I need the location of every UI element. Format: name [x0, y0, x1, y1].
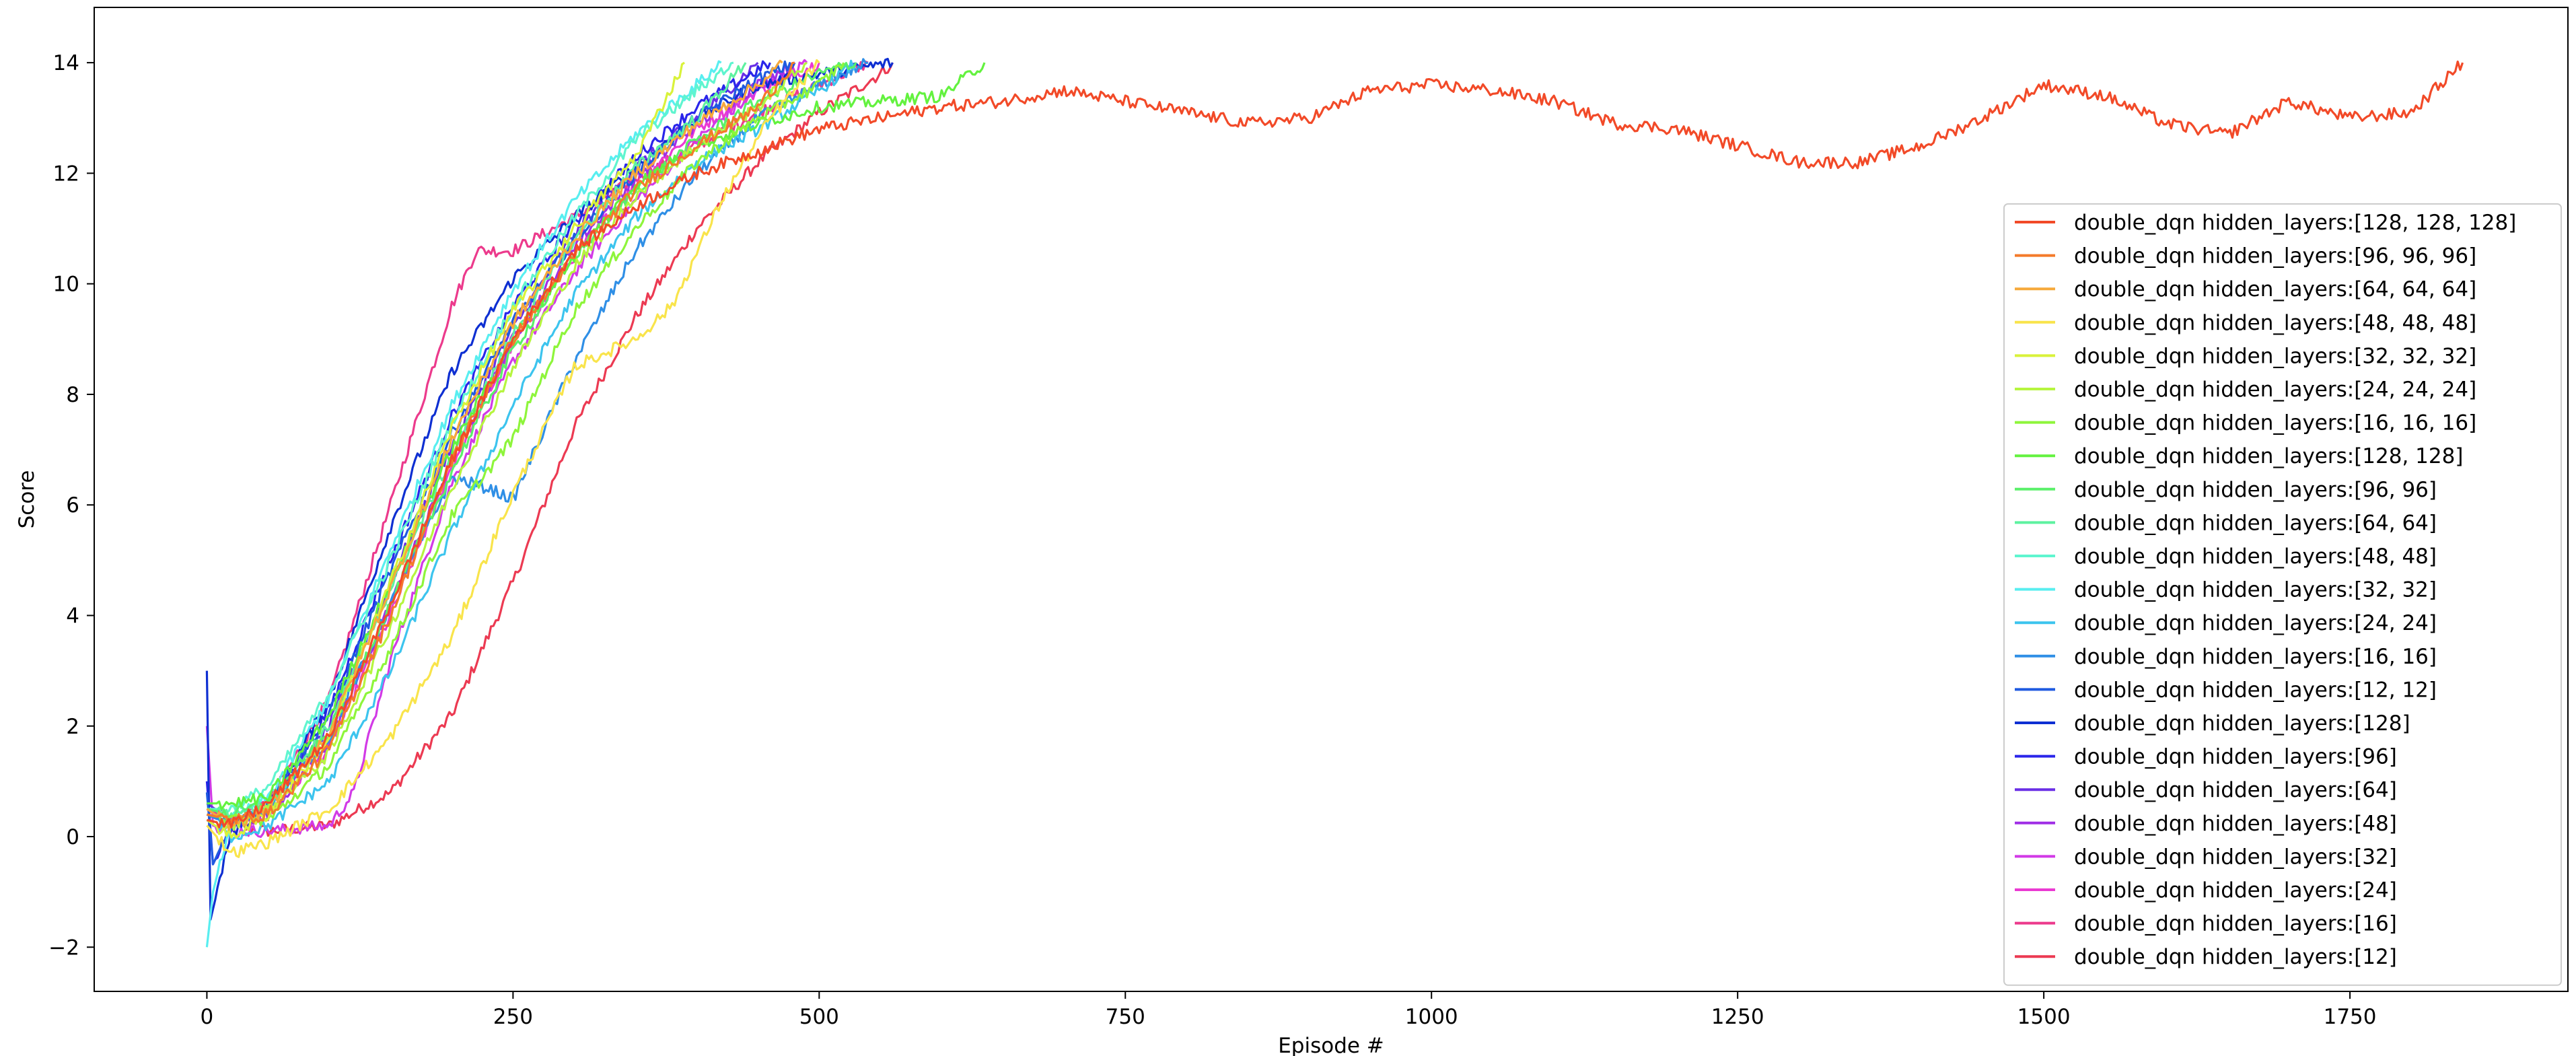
legend-label: double_dqn hidden_layers:[32, 32, 32] — [2074, 344, 2476, 368]
legend-label: double_dqn hidden_layers:[96] — [2074, 745, 2397, 769]
legend-label: double_dqn hidden_layers:[16] — [2074, 912, 2397, 936]
series-line-11 — [205, 60, 722, 948]
y-tick-label: −2 — [48, 936, 79, 960]
legend-label: double_dqn hidden_layers:[128, 128] — [2074, 444, 2463, 468]
legend-label: double_dqn hidden_layers:[48, 48] — [2074, 544, 2437, 569]
legend-label: double_dqn hidden_layers:[96, 96, 96] — [2074, 244, 2476, 269]
y-tick-label: 8 — [66, 383, 79, 407]
y-axis: −2 0 2 4 6 8 10 12 14 — [48, 51, 94, 960]
legend-label: double_dqn hidden_layers:[16, 16, 16] — [2074, 411, 2476, 435]
legend-label: double_dqn hidden_layers:[96, 96] — [2074, 478, 2437, 502]
y-tick-label: 4 — [66, 604, 79, 628]
legend-label: double_dqn hidden_layers:[32, 32] — [2074, 578, 2437, 602]
y-tick-label: 6 — [66, 493, 79, 518]
legend-label: double_dqn hidden_layers:[128, 128, 128] — [2074, 211, 2516, 235]
series-line-12 — [206, 59, 857, 843]
legend-label: double_dqn hidden_layers:[16, 16] — [2074, 645, 2437, 669]
series-line-4 — [206, 61, 685, 839]
x-tick-label: 750 — [1106, 1005, 1145, 1029]
x-tick-label: 1250 — [1711, 1005, 1764, 1029]
series-line-7 — [207, 62, 986, 810]
legend-label: double_dqn hidden_layers:[32] — [2074, 845, 2397, 869]
x-tick-label: 0 — [201, 1005, 214, 1029]
x-tick-label: 1750 — [2324, 1005, 2377, 1029]
y-tick-label: 2 — [66, 715, 79, 739]
series-layer — [205, 57, 2464, 948]
legend-label: double_dqn hidden_layers:[24, 24] — [2074, 611, 2437, 635]
x-tick-label: 500 — [799, 1005, 839, 1029]
legend-label: double_dqn hidden_layers:[12] — [2074, 945, 2397, 969]
y-tick-label: 12 — [53, 162, 79, 186]
x-tick-label: 250 — [493, 1005, 533, 1029]
series-line-3 — [206, 59, 820, 858]
y-tick-label: 10 — [53, 273, 79, 297]
legend-label: double_dqn hidden_layers:[64, 64] — [2074, 511, 2437, 535]
series-line-6 — [207, 62, 845, 827]
plot-frame — [94, 7, 2569, 992]
x-tick-label: 1500 — [2017, 1005, 2071, 1029]
series-line-10 — [207, 61, 734, 814]
y-tick-label: 0 — [66, 825, 79, 849]
legend-label: double_dqn hidden_layers:[24, 24, 24] — [2074, 378, 2476, 402]
legend-label: double_dqn hidden_layers:[12, 12] — [2074, 678, 2437, 702]
y-tick-label: 14 — [53, 51, 79, 75]
y-axis-label: Score — [15, 470, 39, 529]
legend-label: double_dqn hidden_layers:[64, 64, 64] — [2074, 277, 2476, 302]
legend-label: double_dqn hidden_layers:[48, 48, 48] — [2074, 311, 2476, 335]
x-axis: 0 250 500 750 1000 1250 1500 1750 — [201, 991, 2377, 1029]
legend-label: double_dqn hidden_layers:[64] — [2074, 778, 2397, 802]
series-line-0 — [207, 60, 2464, 829]
x-axis-label: Episode # — [1278, 1034, 1384, 1056]
legend-box — [2003, 203, 2562, 986]
legend-label: double_dqn hidden_layers:[128] — [2074, 711, 2410, 736]
x-tick-label: 1000 — [1405, 1005, 1458, 1029]
legend-label: double_dqn hidden_layers:[48] — [2074, 812, 2397, 836]
legend: double_dqn hidden_layers:[128, 128, 128]… — [2003, 203, 2562, 986]
legend-label: double_dqn hidden_layers:[24] — [2074, 878, 2397, 903]
